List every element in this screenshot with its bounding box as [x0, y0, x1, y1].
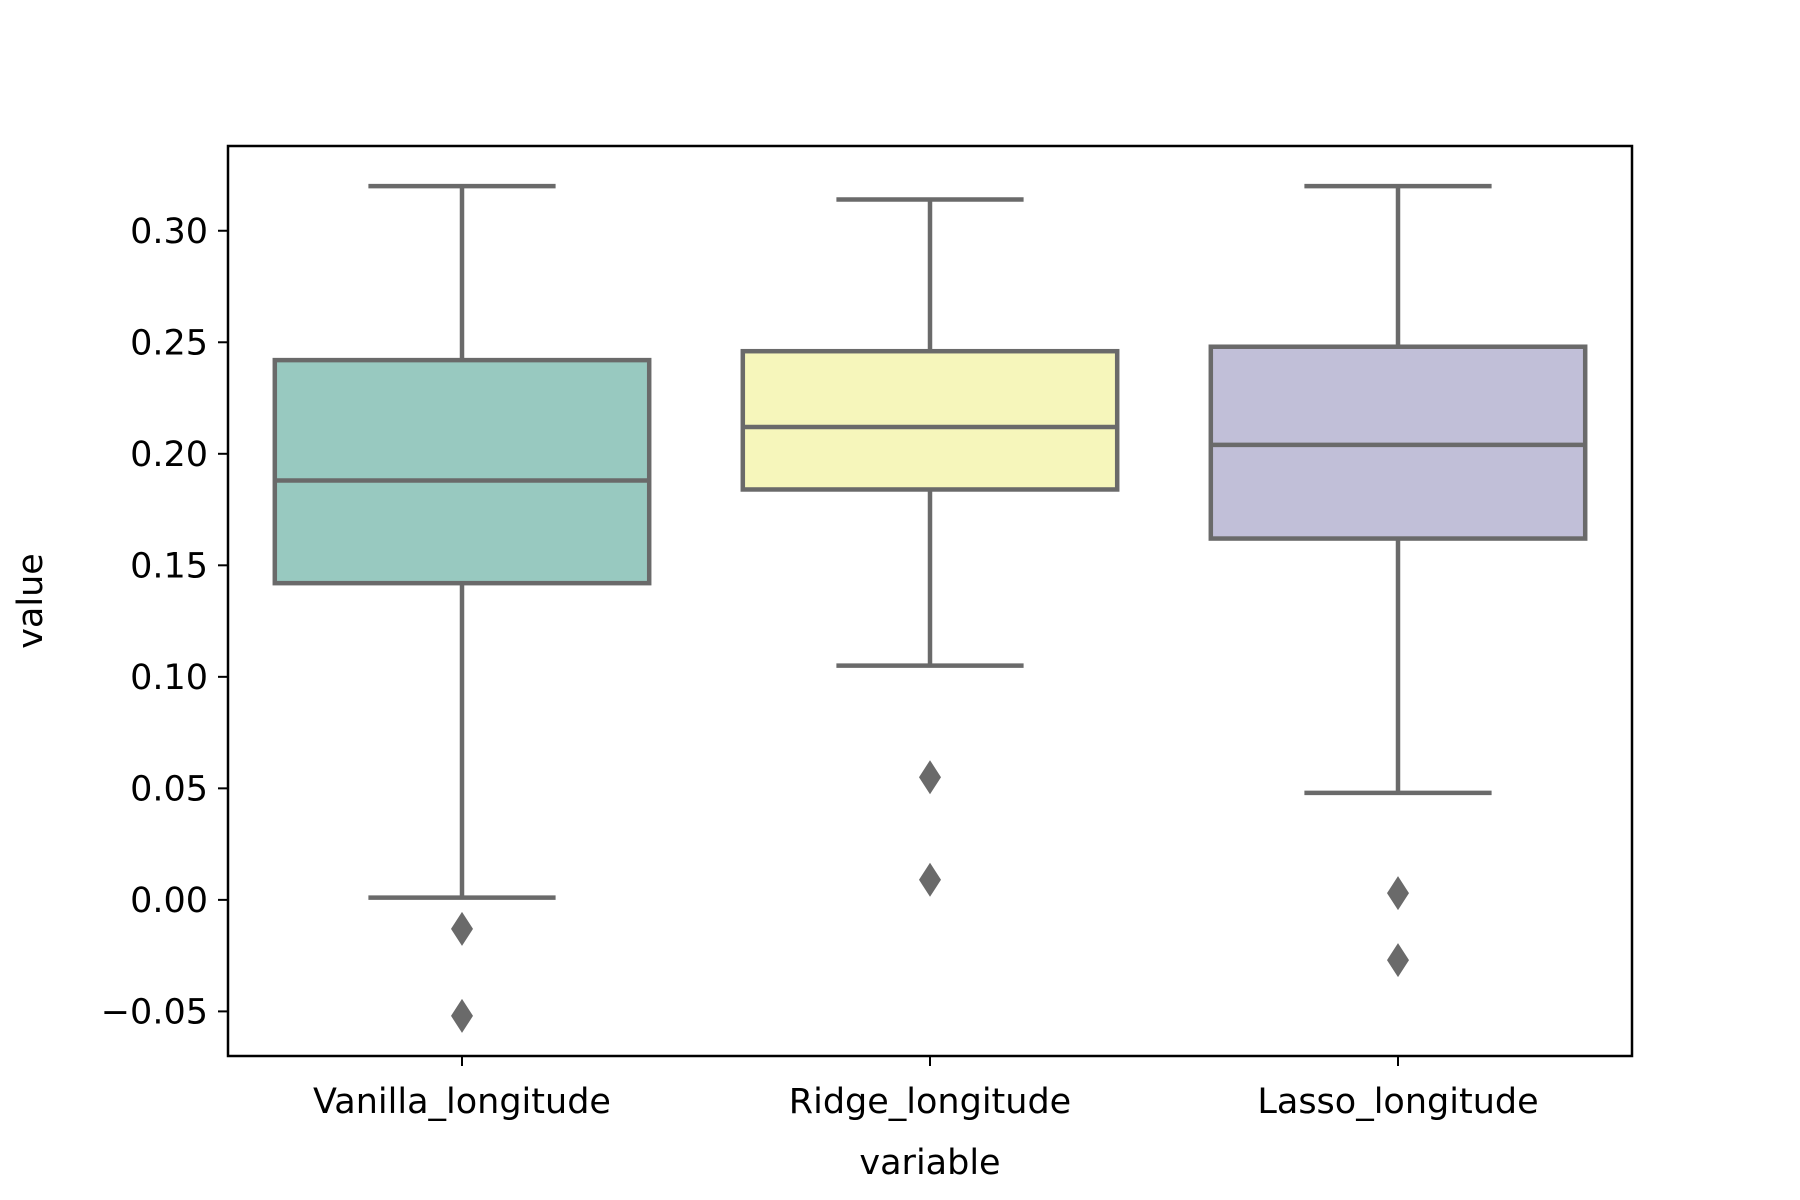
outlier-marker	[1387, 943, 1409, 978]
outlier-marker	[451, 911, 473, 946]
x-tick-label: Vanilla_longitude	[313, 1082, 611, 1122]
y-tick-label: 0.25	[130, 323, 208, 363]
y-tick-label: 0.30	[130, 212, 208, 252]
y-tick-label: 0.05	[130, 769, 208, 809]
x-axis-title: variable	[859, 1143, 1000, 1183]
y-tick-label: 0.20	[130, 435, 208, 475]
box-group-Ridge_longitude	[740, 197, 1120, 897]
boxes-layer	[272, 183, 1588, 1033]
box-iqr	[740, 348, 1120, 492]
x-tick-label: Lasso_longitude	[1257, 1082, 1538, 1122]
outlier-marker	[919, 862, 941, 897]
y-tick-label: 0.00	[130, 881, 208, 921]
y-tick-label: 0.10	[130, 658, 208, 698]
y-axis: −0.05 0.00 0.05 0.10 0.15 0.20 0.25 0.30	[101, 212, 228, 1032]
box-group-Vanilla_longitude	[272, 183, 652, 1033]
outlier-marker	[451, 998, 473, 1033]
y-tick-label: 0.15	[130, 546, 208, 586]
outlier-marker	[1387, 876, 1409, 911]
y-axis-title: value	[11, 553, 51, 649]
x-tick-label: Ridge_longitude	[789, 1082, 1071, 1122]
box-group-Lasso_longitude	[1208, 183, 1588, 978]
y-tick-label: −0.05	[101, 992, 208, 1032]
box-iqr	[272, 357, 652, 586]
outlier-marker	[919, 760, 941, 795]
x-axis: Vanilla_longitude Ridge_longitude Lasso_lo…	[313, 1056, 1539, 1122]
